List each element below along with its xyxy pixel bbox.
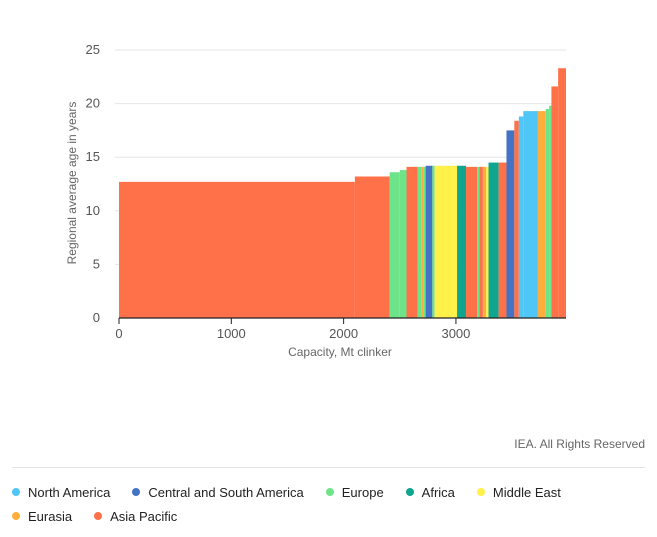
bar-europe[interactable] bbox=[549, 105, 552, 318]
bar-europe[interactable] bbox=[389, 172, 400, 318]
y-tick-label: 20 bbox=[86, 96, 100, 111]
legend: North America Central and South America Eu… bbox=[12, 484, 632, 524]
legend-dot-icon bbox=[12, 488, 20, 496]
y-tick-label: 0 bbox=[93, 310, 100, 325]
bar-europe[interactable] bbox=[399, 170, 407, 318]
y-tick-label: 5 bbox=[93, 256, 100, 271]
bar-africa[interactable] bbox=[457, 165, 467, 318]
x-axis-title: Capacity, Mt clinker bbox=[288, 345, 392, 359]
x-tick-label: 2000 bbox=[329, 326, 358, 341]
x-tick-label: 3000 bbox=[441, 326, 470, 341]
bar-middle-east[interactable] bbox=[434, 165, 458, 318]
bar-asia-pacific[interactable] bbox=[551, 86, 559, 318]
legend-label: Central and South America bbox=[148, 484, 304, 500]
bar-asia-pacific[interactable] bbox=[558, 68, 566, 318]
bar-africa[interactable] bbox=[488, 162, 499, 318]
bar-europe[interactable] bbox=[432, 165, 435, 318]
y-tick-label: 10 bbox=[86, 203, 100, 218]
bar-middle-east[interactable] bbox=[486, 166, 489, 318]
legend-item-africa[interactable]: Africa bbox=[405, 484, 455, 500]
legend-dot-icon bbox=[476, 488, 485, 496]
legend-label: Asia Pacific bbox=[110, 508, 178, 524]
x-tick-label: 0 bbox=[115, 326, 122, 341]
bar-asia-pacific[interactable] bbox=[514, 120, 519, 318]
bar-asia-pacific[interactable] bbox=[498, 162, 507, 318]
legend-dot-icon bbox=[94, 512, 103, 520]
legend-label: Africa bbox=[421, 484, 455, 500]
legend-label: Middle East bbox=[492, 484, 561, 500]
x-tick-label: 1000 bbox=[217, 326, 246, 341]
legend-item-asia-pacific[interactable]: Asia Pacific bbox=[94, 508, 177, 524]
bar-central-and-south-america[interactable] bbox=[506, 130, 515, 318]
legend-divider bbox=[12, 467, 645, 468]
chart: 0 5 10 15 20 25 0 1000 2000 3000 Regional average… bbox=[65, 42, 566, 359]
bar-europe[interactable] bbox=[545, 108, 550, 319]
credit-text: IEA. All Rights Reserved bbox=[514, 437, 645, 451]
bar-central-and-south-america[interactable] bbox=[425, 165, 433, 318]
bar-north-america[interactable] bbox=[518, 116, 524, 319]
legend-label: North America bbox=[28, 484, 111, 500]
bar-eurasia[interactable] bbox=[537, 111, 546, 318]
y-tick-label: 25 bbox=[86, 42, 100, 57]
bar-asia-pacific[interactable] bbox=[354, 176, 390, 318]
bar-europe[interactable] bbox=[477, 166, 480, 318]
bar-north-america[interactable] bbox=[523, 111, 538, 318]
legend-dot-icon bbox=[132, 488, 141, 496]
legend-label: Eurasia bbox=[28, 508, 73, 524]
bar-asia-pacific[interactable] bbox=[466, 166, 478, 318]
legend-dot-icon bbox=[325, 488, 334, 496]
legend-item-central-and-south-america[interactable]: Central and South America bbox=[132, 484, 304, 500]
axes: 0 5 10 15 20 25 0 1000 2000 3000 bbox=[86, 42, 566, 341]
bar-asia-pacific[interactable] bbox=[406, 166, 418, 318]
y-tick-label: 15 bbox=[86, 149, 100, 164]
bars bbox=[119, 68, 566, 319]
legend-item-north-america[interactable]: North America bbox=[12, 484, 110, 500]
bar-asia-pacific[interactable] bbox=[479, 166, 483, 318]
bar-europe[interactable] bbox=[417, 166, 422, 318]
legend-item-europe[interactable]: Europe bbox=[325, 484, 384, 500]
legend-item-eurasia[interactable]: Eurasia bbox=[12, 508, 72, 524]
bar-eurasia[interactable] bbox=[482, 166, 487, 318]
bar-europe[interactable] bbox=[423, 166, 426, 318]
legend-dot-icon bbox=[12, 512, 20, 520]
y-axis-title: Regional average age in years bbox=[65, 102, 79, 265]
legend-label: Europe bbox=[341, 484, 384, 500]
legend-dot-icon bbox=[405, 488, 414, 496]
legend-item-middle-east[interactable]: Middle East bbox=[476, 484, 561, 500]
bar-eurasia[interactable] bbox=[421, 166, 424, 318]
bar-asia-pacific[interactable] bbox=[119, 181, 355, 318]
